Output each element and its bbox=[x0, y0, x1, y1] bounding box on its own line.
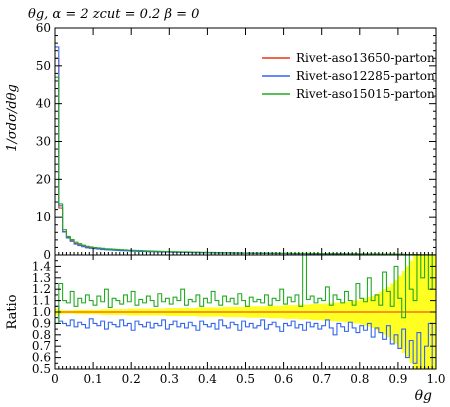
x-tick-label: 0.6 bbox=[274, 372, 293, 386]
ratio-tick-label: 0.6 bbox=[32, 351, 51, 365]
y-tick-label: 50 bbox=[36, 59, 51, 73]
y-tick-label: 20 bbox=[36, 172, 51, 186]
ratio-tick-label: 0.8 bbox=[32, 328, 51, 342]
y-tick-label: 60 bbox=[36, 21, 51, 35]
y-tick-label: 30 bbox=[36, 135, 51, 149]
axes-layer: 0 0.1 0.2 0.3 0.4 0.5 0.6 0.7 0.8 0.9 1.0010203040… bbox=[32, 21, 446, 386]
ratio-tick-label: 0.5 bbox=[32, 362, 51, 376]
x-tick-label: 0.3 bbox=[160, 372, 179, 386]
x-axis-label: θg bbox=[415, 388, 432, 404]
legend-label-2: Rivet-aso15015-parton bbox=[296, 87, 435, 101]
x-tick-label: 0.4 bbox=[198, 372, 217, 386]
legend-label-1: Rivet-aso12285-parton bbox=[296, 69, 435, 83]
x-tick-label: 0.2 bbox=[122, 372, 141, 386]
ratio-axis-label: Ratio bbox=[5, 294, 20, 329]
ratio-line-0 bbox=[55, 305, 436, 370]
y-tick-label: 40 bbox=[36, 97, 51, 111]
x-tick-label: 0.1 bbox=[84, 372, 103, 386]
x-tick-label: 0.8 bbox=[350, 372, 369, 386]
ratio-tick-label: 0.7 bbox=[32, 339, 51, 353]
chart-title: θg, α = 2 zcut = 0.2 β = 0 bbox=[28, 7, 199, 22]
series-line-2 bbox=[55, 76, 436, 256]
y-axis-label: 1/σdσ/dθg bbox=[5, 84, 20, 152]
ratio-plot-layer bbox=[55, 254, 436, 370]
x-tick-label: 0.5 bbox=[236, 372, 255, 386]
legend-label-0: Rivet-aso13650-parton bbox=[296, 51, 435, 65]
legend: Rivet-aso13650-parton Rivet-aso12285-part… bbox=[262, 51, 435, 101]
x-tick-label: 0.9 bbox=[388, 372, 407, 386]
ratio-tick-label: 1.3 bbox=[32, 271, 51, 285]
ratio-line-1 bbox=[55, 254, 436, 324]
x-tick-label: 1.0 bbox=[426, 372, 445, 386]
ratio-tick-label: 1.2 bbox=[32, 282, 51, 296]
x-tick-label: 0.7 bbox=[312, 372, 331, 386]
y-tick-label: 10 bbox=[36, 210, 51, 224]
ratio-tick-label: 0.9 bbox=[32, 316, 51, 330]
x-tick-label: 0 bbox=[51, 372, 59, 386]
ratio-tick-label: 1.4 bbox=[32, 259, 51, 273]
ratio-tick-label: 1.1 bbox=[32, 294, 51, 308]
y-tick-label: 0 bbox=[43, 248, 51, 262]
ratio-tick-label: 1.0 bbox=[32, 305, 51, 319]
